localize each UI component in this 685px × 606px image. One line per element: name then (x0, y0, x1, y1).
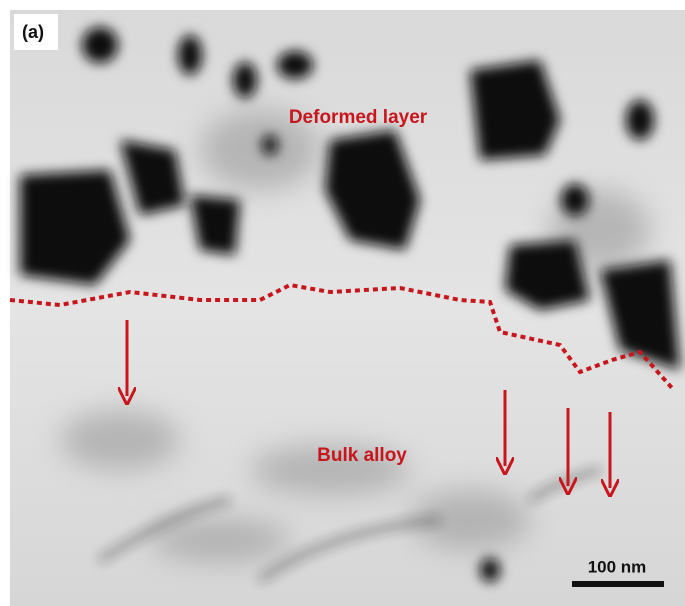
scale-bar (572, 581, 664, 587)
annotation: Bulk alloy (317, 445, 407, 466)
annotation: Deformed layer (289, 107, 428, 128)
micrograph-background (10, 10, 685, 606)
micrograph-figure: (a) Deformed layer Bulk alloy 100 nm (0, 0, 685, 606)
scale-bar-label: 100 nm (588, 557, 647, 576)
panel-label: (a) (22, 22, 44, 42)
